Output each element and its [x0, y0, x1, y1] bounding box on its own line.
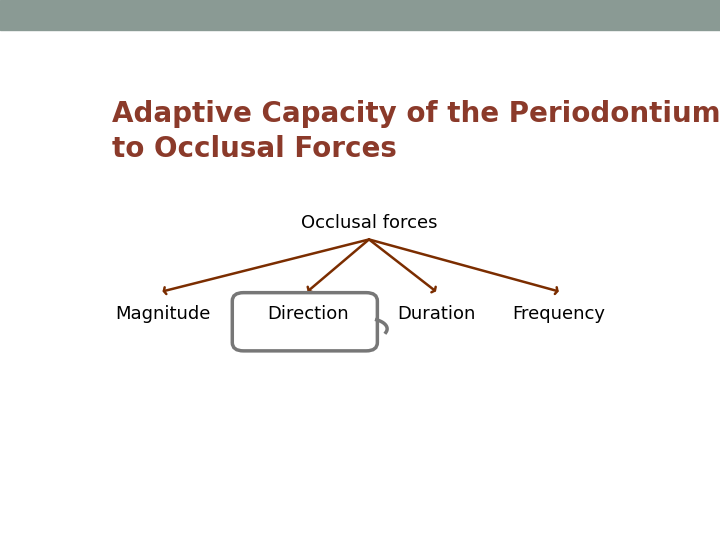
Text: Magnitude: Magnitude [115, 305, 210, 323]
Text: Direction: Direction [267, 305, 348, 323]
Text: Adaptive Capacity of the Periodontium: Adaptive Capacity of the Periodontium [112, 100, 720, 128]
Text: to Occlusal Forces: to Occlusal Forces [112, 136, 397, 164]
Text: Frequency: Frequency [512, 305, 606, 323]
Text: Duration: Duration [397, 305, 475, 323]
Text: Occlusal forces: Occlusal forces [301, 214, 437, 232]
